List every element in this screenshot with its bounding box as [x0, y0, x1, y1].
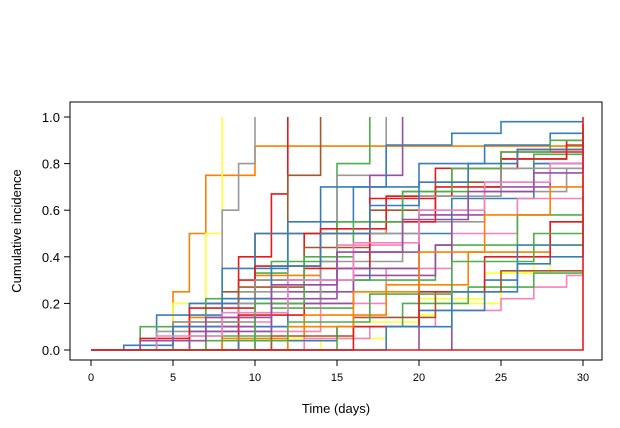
- y-tick-label: 0.2: [42, 296, 60, 311]
- y-tick-label: 0.4: [42, 250, 60, 265]
- series-line-41: [91, 117, 584, 351]
- series-layer: [91, 117, 584, 351]
- series-line-19: [91, 124, 584, 351]
- x-tick-label: 20: [413, 372, 425, 384]
- y-tick-label: 0.0: [42, 343, 60, 358]
- y-tick-label: 1.0: [42, 110, 60, 125]
- y-tick-label: 0.8: [42, 157, 60, 172]
- x-axis: 0 5 10 15 20 25 30: [88, 359, 589, 384]
- series-line-34: [91, 140, 584, 351]
- x-tick-label: 25: [495, 372, 507, 384]
- series-line-30: [91, 270, 583, 351]
- x-tick-label: 10: [249, 372, 261, 384]
- y-axis-label: Cumulative incidence: [9, 169, 24, 293]
- x-tick-label: 5: [170, 372, 176, 384]
- series-line-40: [91, 163, 584, 351]
- x-tick-label: 0: [88, 372, 94, 384]
- series-line-17: [91, 167, 583, 351]
- x-tick-label: 15: [331, 372, 343, 384]
- x-tick-label: 30: [577, 372, 589, 384]
- y-tick-label: 0.6: [42, 203, 60, 218]
- y-axis: 0.0 0.2 0.4 0.6 0.8 1.0: [42, 110, 71, 358]
- x-axis-label: Time (days): [302, 401, 370, 416]
- series-line-35: [91, 154, 584, 351]
